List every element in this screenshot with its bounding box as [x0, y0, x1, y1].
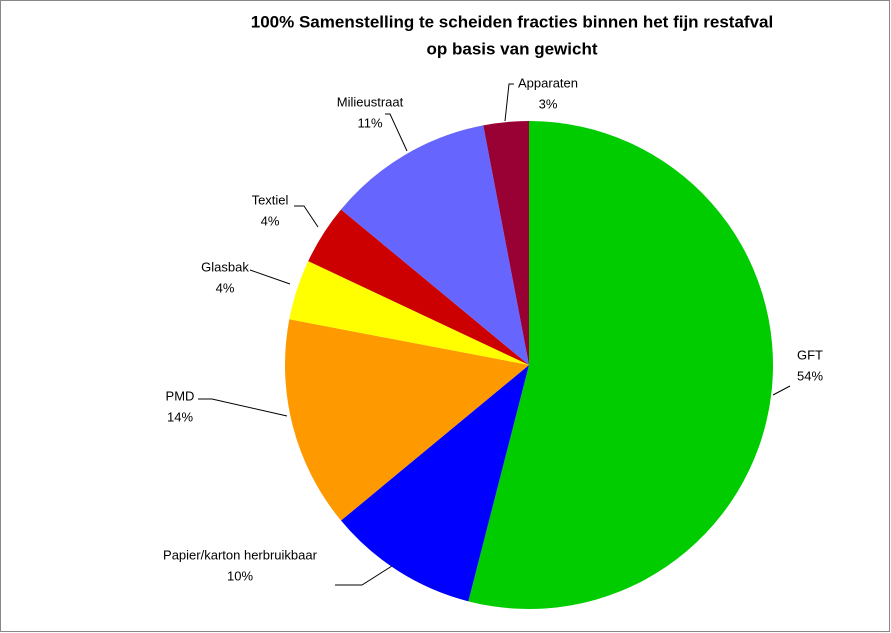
chart-title: 100% Samenstelling te scheiden fracties …: [251, 12, 773, 31]
slice-value-label: 11%: [357, 115, 382, 130]
pie-slice: [340, 125, 529, 365]
slice-value-label: 10%: [227, 568, 253, 583]
pie-slice: [340, 365, 529, 602]
slice-value-label: 3%: [539, 96, 558, 111]
leader-line: [385, 113, 408, 152]
leader-line: [294, 205, 319, 228]
leader-line: [198, 398, 288, 417]
leader-line: [772, 385, 791, 396]
slice-value-label: 14%: [167, 409, 193, 424]
slice-label: Textiel: [252, 192, 289, 207]
slice-label: GFT: [797, 347, 823, 362]
slice-value-label: 54%: [797, 368, 823, 383]
pie-slice: [308, 209, 529, 365]
chart-title: op basis van gewicht: [427, 39, 598, 58]
slice-label: Glasbak: [201, 259, 249, 274]
slice-label: PMD: [166, 388, 195, 403]
slice-label: Apparaten: [518, 75, 578, 90]
slice-label: Milieustraat: [337, 94, 404, 109]
slice-value-label: 4%: [216, 280, 235, 295]
pie-slice: [289, 261, 529, 365]
pie-slice: [483, 121, 529, 365]
leader-line: [335, 565, 393, 586]
pie-slice: [284, 319, 529, 521]
leader-line: [249, 269, 291, 285]
leader-line: [504, 83, 514, 122]
slice-label: Papier/karton herbruikbaar: [163, 547, 318, 562]
slice-value-label: 4%: [261, 213, 280, 228]
pie-slice: [468, 121, 774, 609]
